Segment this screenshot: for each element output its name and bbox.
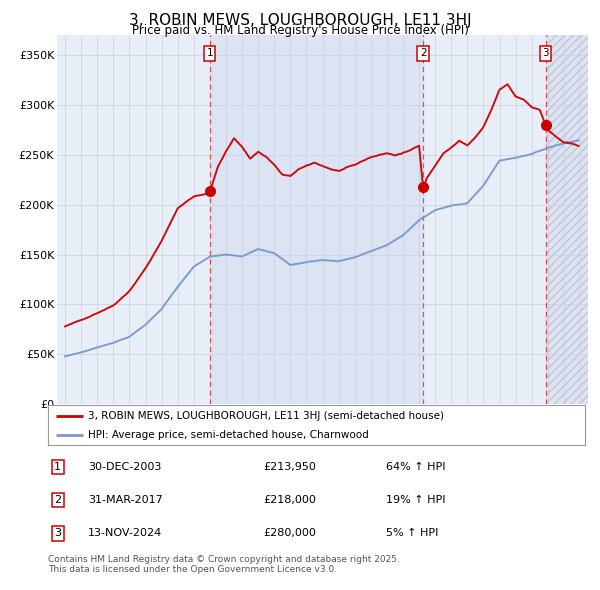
- Text: 3: 3: [54, 528, 61, 538]
- Text: 3, ROBIN MEWS, LOUGHBOROUGH, LE11 3HJ: 3, ROBIN MEWS, LOUGHBOROUGH, LE11 3HJ: [128, 13, 472, 28]
- Text: 1: 1: [206, 48, 213, 58]
- Text: 13-NOV-2024: 13-NOV-2024: [88, 528, 163, 538]
- Text: 19% ↑ HPI: 19% ↑ HPI: [386, 495, 446, 505]
- Bar: [545, 35, 588, 404]
- Text: Contains HM Land Registry data © Crown copyright and database right 2025.
This d: Contains HM Land Registry data © Crown c…: [48, 555, 400, 574]
- Text: 1: 1: [54, 462, 61, 472]
- Text: 30-DEC-2003: 30-DEC-2003: [88, 462, 161, 472]
- Text: £280,000: £280,000: [263, 528, 316, 538]
- Text: HPI: Average price, semi-detached house, Charnwood: HPI: Average price, semi-detached house,…: [88, 430, 369, 440]
- Text: 3, ROBIN MEWS, LOUGHBOROUGH, LE11 3HJ (semi-detached house): 3, ROBIN MEWS, LOUGHBOROUGH, LE11 3HJ (s…: [88, 411, 444, 421]
- Text: £213,950: £213,950: [263, 462, 316, 472]
- Text: £218,000: £218,000: [263, 495, 316, 505]
- Text: 3: 3: [542, 48, 549, 58]
- Text: Price paid vs. HM Land Registry's House Price Index (HPI): Price paid vs. HM Land Registry's House …: [131, 24, 469, 37]
- Bar: [545, 35, 588, 404]
- Text: 2: 2: [54, 495, 61, 505]
- Text: 5% ↑ HPI: 5% ↑ HPI: [386, 528, 439, 538]
- Bar: [210, 35, 423, 404]
- Text: 64% ↑ HPI: 64% ↑ HPI: [386, 462, 446, 472]
- Text: 31-MAR-2017: 31-MAR-2017: [88, 495, 163, 505]
- Text: 2: 2: [420, 48, 427, 58]
